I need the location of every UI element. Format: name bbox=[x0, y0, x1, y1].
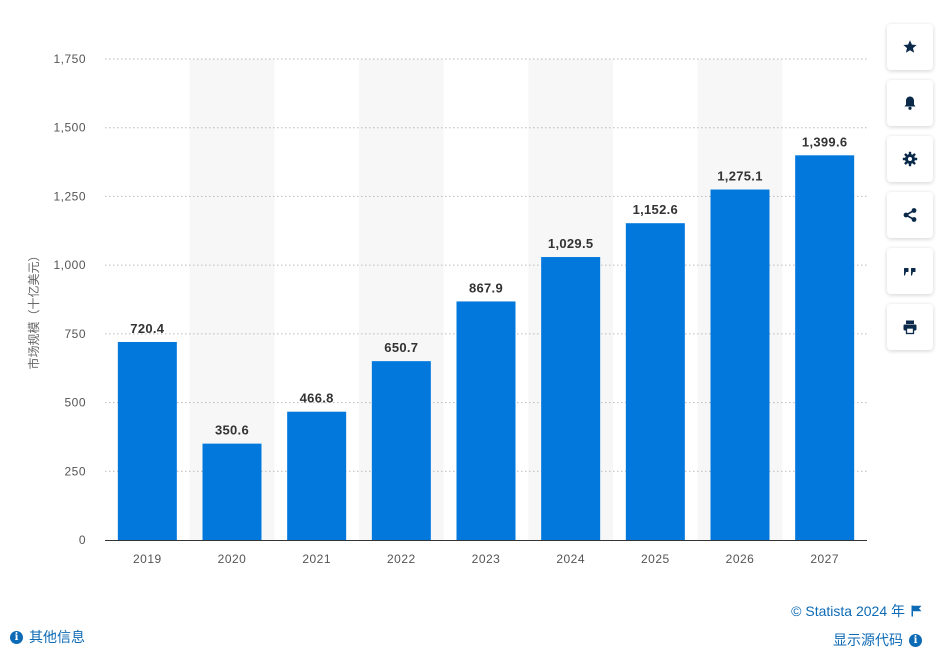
y-tick-label: 250 bbox=[64, 464, 86, 478]
quote-icon bbox=[904, 268, 916, 276]
bar[interactable] bbox=[202, 443, 262, 540]
bar[interactable] bbox=[287, 411, 347, 540]
more-info-label: 其他信息 bbox=[29, 629, 85, 645]
print-button[interactable] bbox=[887, 304, 933, 350]
x-tick-label: 2026 bbox=[726, 552, 755, 566]
show-source-label: 显示源代码 bbox=[833, 632, 903, 648]
cite-button[interactable] bbox=[887, 248, 933, 294]
y-axis-label: 市场规模（十亿美元） bbox=[26, 249, 41, 369]
y-tick-label: 750 bbox=[64, 327, 86, 341]
y-tick-label: 500 bbox=[64, 396, 86, 410]
star-icon bbox=[903, 40, 917, 53]
gear-icon bbox=[902, 151, 918, 167]
x-axis-ticks: 2019 2020 2021 2022 2023 2024 2025 2026 2027 bbox=[133, 552, 839, 566]
y-axis-ticks: 0 250 500 750 1,000 1,250 1,500 1,750 bbox=[53, 52, 86, 547]
bar[interactable] bbox=[710, 189, 770, 540]
bar[interactable] bbox=[625, 223, 685, 541]
show-source-link[interactable]: 显示源代码 i bbox=[833, 630, 922, 650]
data-label: 720.4 bbox=[130, 321, 165, 336]
data-label: 1,029.5 bbox=[548, 236, 593, 251]
bar[interactable] bbox=[795, 155, 855, 540]
x-tick-label: 2027 bbox=[810, 552, 839, 566]
chart-toolbar bbox=[887, 24, 934, 360]
bar[interactable] bbox=[117, 341, 177, 540]
bar-chart: 0 250 500 750 1,000 1,250 1,500 1,750 720.4 350.… bbox=[26, 52, 867, 566]
bell-icon bbox=[904, 96, 916, 110]
data-label: 1,152.6 bbox=[633, 202, 678, 217]
share-button[interactable] bbox=[887, 192, 933, 238]
data-label: 350.6 bbox=[215, 423, 249, 438]
share-icon bbox=[903, 208, 917, 222]
flag-icon bbox=[911, 605, 922, 617]
x-tick-label: 2023 bbox=[472, 552, 501, 566]
data-label: 466.8 bbox=[300, 391, 334, 406]
y-tick-label: 1,000 bbox=[53, 258, 86, 272]
y-tick-label: 1,500 bbox=[53, 121, 86, 135]
data-label: 650.7 bbox=[384, 340, 418, 355]
x-tick-label: 2020 bbox=[218, 552, 247, 566]
x-tick-label: 2024 bbox=[556, 552, 585, 566]
x-tick-label: 2019 bbox=[133, 552, 162, 566]
x-tick-label: 2025 bbox=[641, 552, 670, 566]
data-labels: 720.4 350.6 466.8 650.7 867.9 1,029.5 1,152.6 1… bbox=[130, 134, 847, 437]
info-icon: i bbox=[909, 633, 922, 647]
info-icon: i bbox=[10, 630, 23, 644]
y-tick-label: 1,750 bbox=[53, 52, 86, 66]
settings-button[interactable] bbox=[887, 136, 933, 182]
x-tick-label: 2021 bbox=[302, 552, 331, 566]
bar[interactable] bbox=[371, 361, 431, 540]
more-info-link[interactable]: i 其他信息 bbox=[10, 627, 85, 647]
print-icon bbox=[903, 320, 917, 335]
data-label: 1,399.6 bbox=[802, 134, 847, 149]
copyright-link[interactable]: © Statista 2024 年 bbox=[791, 601, 922, 621]
data-label: 1,275.1 bbox=[717, 169, 762, 184]
copyright-label: © Statista 2024 年 bbox=[791, 603, 905, 619]
x-tick-label: 2022 bbox=[387, 552, 416, 566]
favorite-button[interactable] bbox=[887, 24, 933, 70]
y-tick-label: 1,250 bbox=[53, 189, 86, 203]
notification-button[interactable] bbox=[887, 80, 933, 126]
y-tick-label: 0 bbox=[79, 533, 86, 547]
bar[interactable] bbox=[541, 257, 601, 540]
bar[interactable] bbox=[456, 301, 516, 540]
bars bbox=[117, 155, 855, 541]
data-label: 867.9 bbox=[469, 280, 503, 295]
